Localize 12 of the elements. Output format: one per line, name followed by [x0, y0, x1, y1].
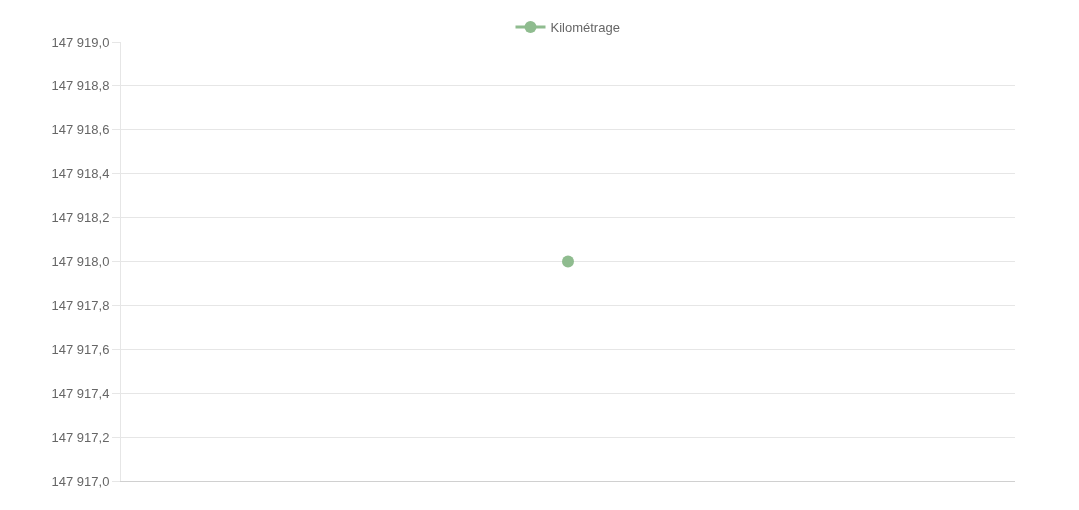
y-tick-label: 147 917,0: [51, 473, 110, 489]
y-tick-label: 147 918,0: [51, 254, 110, 270]
y-tick-label: 147 918,8: [51, 78, 110, 94]
y-tick-label: 147 917,8: [51, 297, 110, 313]
legend-label: Kilométrage: [550, 20, 620, 36]
y-tick-label: 147 917,6: [51, 341, 110, 357]
y-tick-label: 147 918,2: [51, 210, 110, 226]
y-tick-label: 147 917,4: [51, 385, 110, 401]
y-tick-label: 147 918,6: [51, 122, 110, 138]
y-tick-label: 147 918,4: [51, 166, 110, 182]
y-tick-label: 147 919,0: [51, 34, 110, 50]
y-tick-label: 147 917,2: [51, 429, 110, 445]
